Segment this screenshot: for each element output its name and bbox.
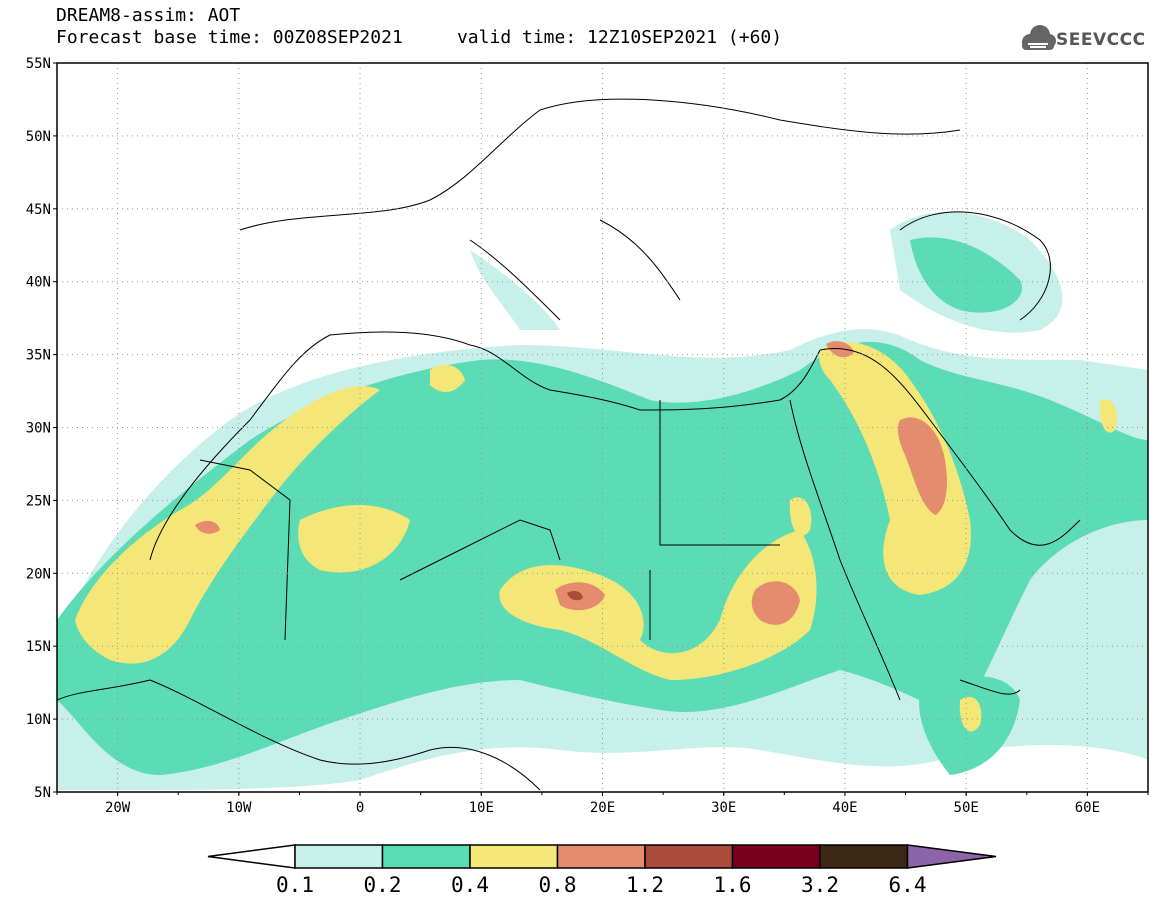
colorbar-label: 1.2 <box>626 873 664 897</box>
lat-label: 45N <box>26 202 51 218</box>
seevccc-logo <box>1022 25 1056 50</box>
lat-label: 35N <box>26 348 51 364</box>
lon-label: 0 <box>356 800 364 816</box>
lat-label: 5N <box>34 785 51 801</box>
colorbar-swatch <box>644 844 734 869</box>
colorbar-label: 0.2 <box>363 873 402 897</box>
chart-title: DREAM8-assim: AOT <box>56 5 241 26</box>
colorbar-swatch <box>381 844 471 869</box>
colorbar-high-arrow <box>906 844 997 869</box>
colorbar-low-arrow <box>207 844 296 869</box>
lon-axis-labels: 20W 10W 0 10E 20E 30E 40E 50E 60E <box>105 800 1100 816</box>
lat-label: 20N <box>26 566 51 582</box>
map-grid <box>57 63 1148 792</box>
colorbar-label: 0.8 <box>538 873 577 897</box>
logo-text: SEEVCCC <box>1056 30 1146 50</box>
colorbar-label: 0.4 <box>451 873 489 897</box>
lon-label: 10W <box>226 800 252 816</box>
coastlines <box>57 98 1081 791</box>
colorbar <box>207 844 997 869</box>
forecast-time-line: Forecast base time: 00Z08SEP2021 valid t… <box>56 27 783 48</box>
lat-label: 40N <box>26 275 51 291</box>
colorbar-label: 6.4 <box>888 873 927 897</box>
lat-label: 55N <box>26 56 51 72</box>
lat-label: 50N <box>26 129 51 145</box>
lon-label: 20E <box>590 800 615 816</box>
lon-label: 50E <box>954 800 979 816</box>
lat-axis-labels: 55N 50N 45N 40N 35N 30N 25N 20N 15N 10N 5N <box>26 56 51 801</box>
colorbar-label: 3.2 <box>801 873 839 897</box>
colorbar-swatch <box>556 844 646 869</box>
lon-label: 30E <box>711 800 736 816</box>
axis-ticks <box>53 62 1149 796</box>
colorbar-swatch <box>469 844 559 869</box>
lon-label: 20W <box>105 800 131 816</box>
lat-label: 30N <box>26 421 51 437</box>
lon-label: 10E <box>469 800 494 816</box>
lon-label: 60E <box>1075 800 1100 816</box>
lat-label: 25N <box>26 493 51 509</box>
colorbar-swatch <box>731 844 821 869</box>
lat-label: 15N <box>26 639 51 655</box>
colorbar-label: 0.1 <box>276 873 314 897</box>
lon-label: 40E <box>832 800 857 816</box>
colorbar-label: 1.6 <box>713 873 752 897</box>
colorbar-swatch <box>819 844 909 869</box>
lat-label: 10N <box>26 712 51 728</box>
colorbar-swatch <box>294 844 384 869</box>
